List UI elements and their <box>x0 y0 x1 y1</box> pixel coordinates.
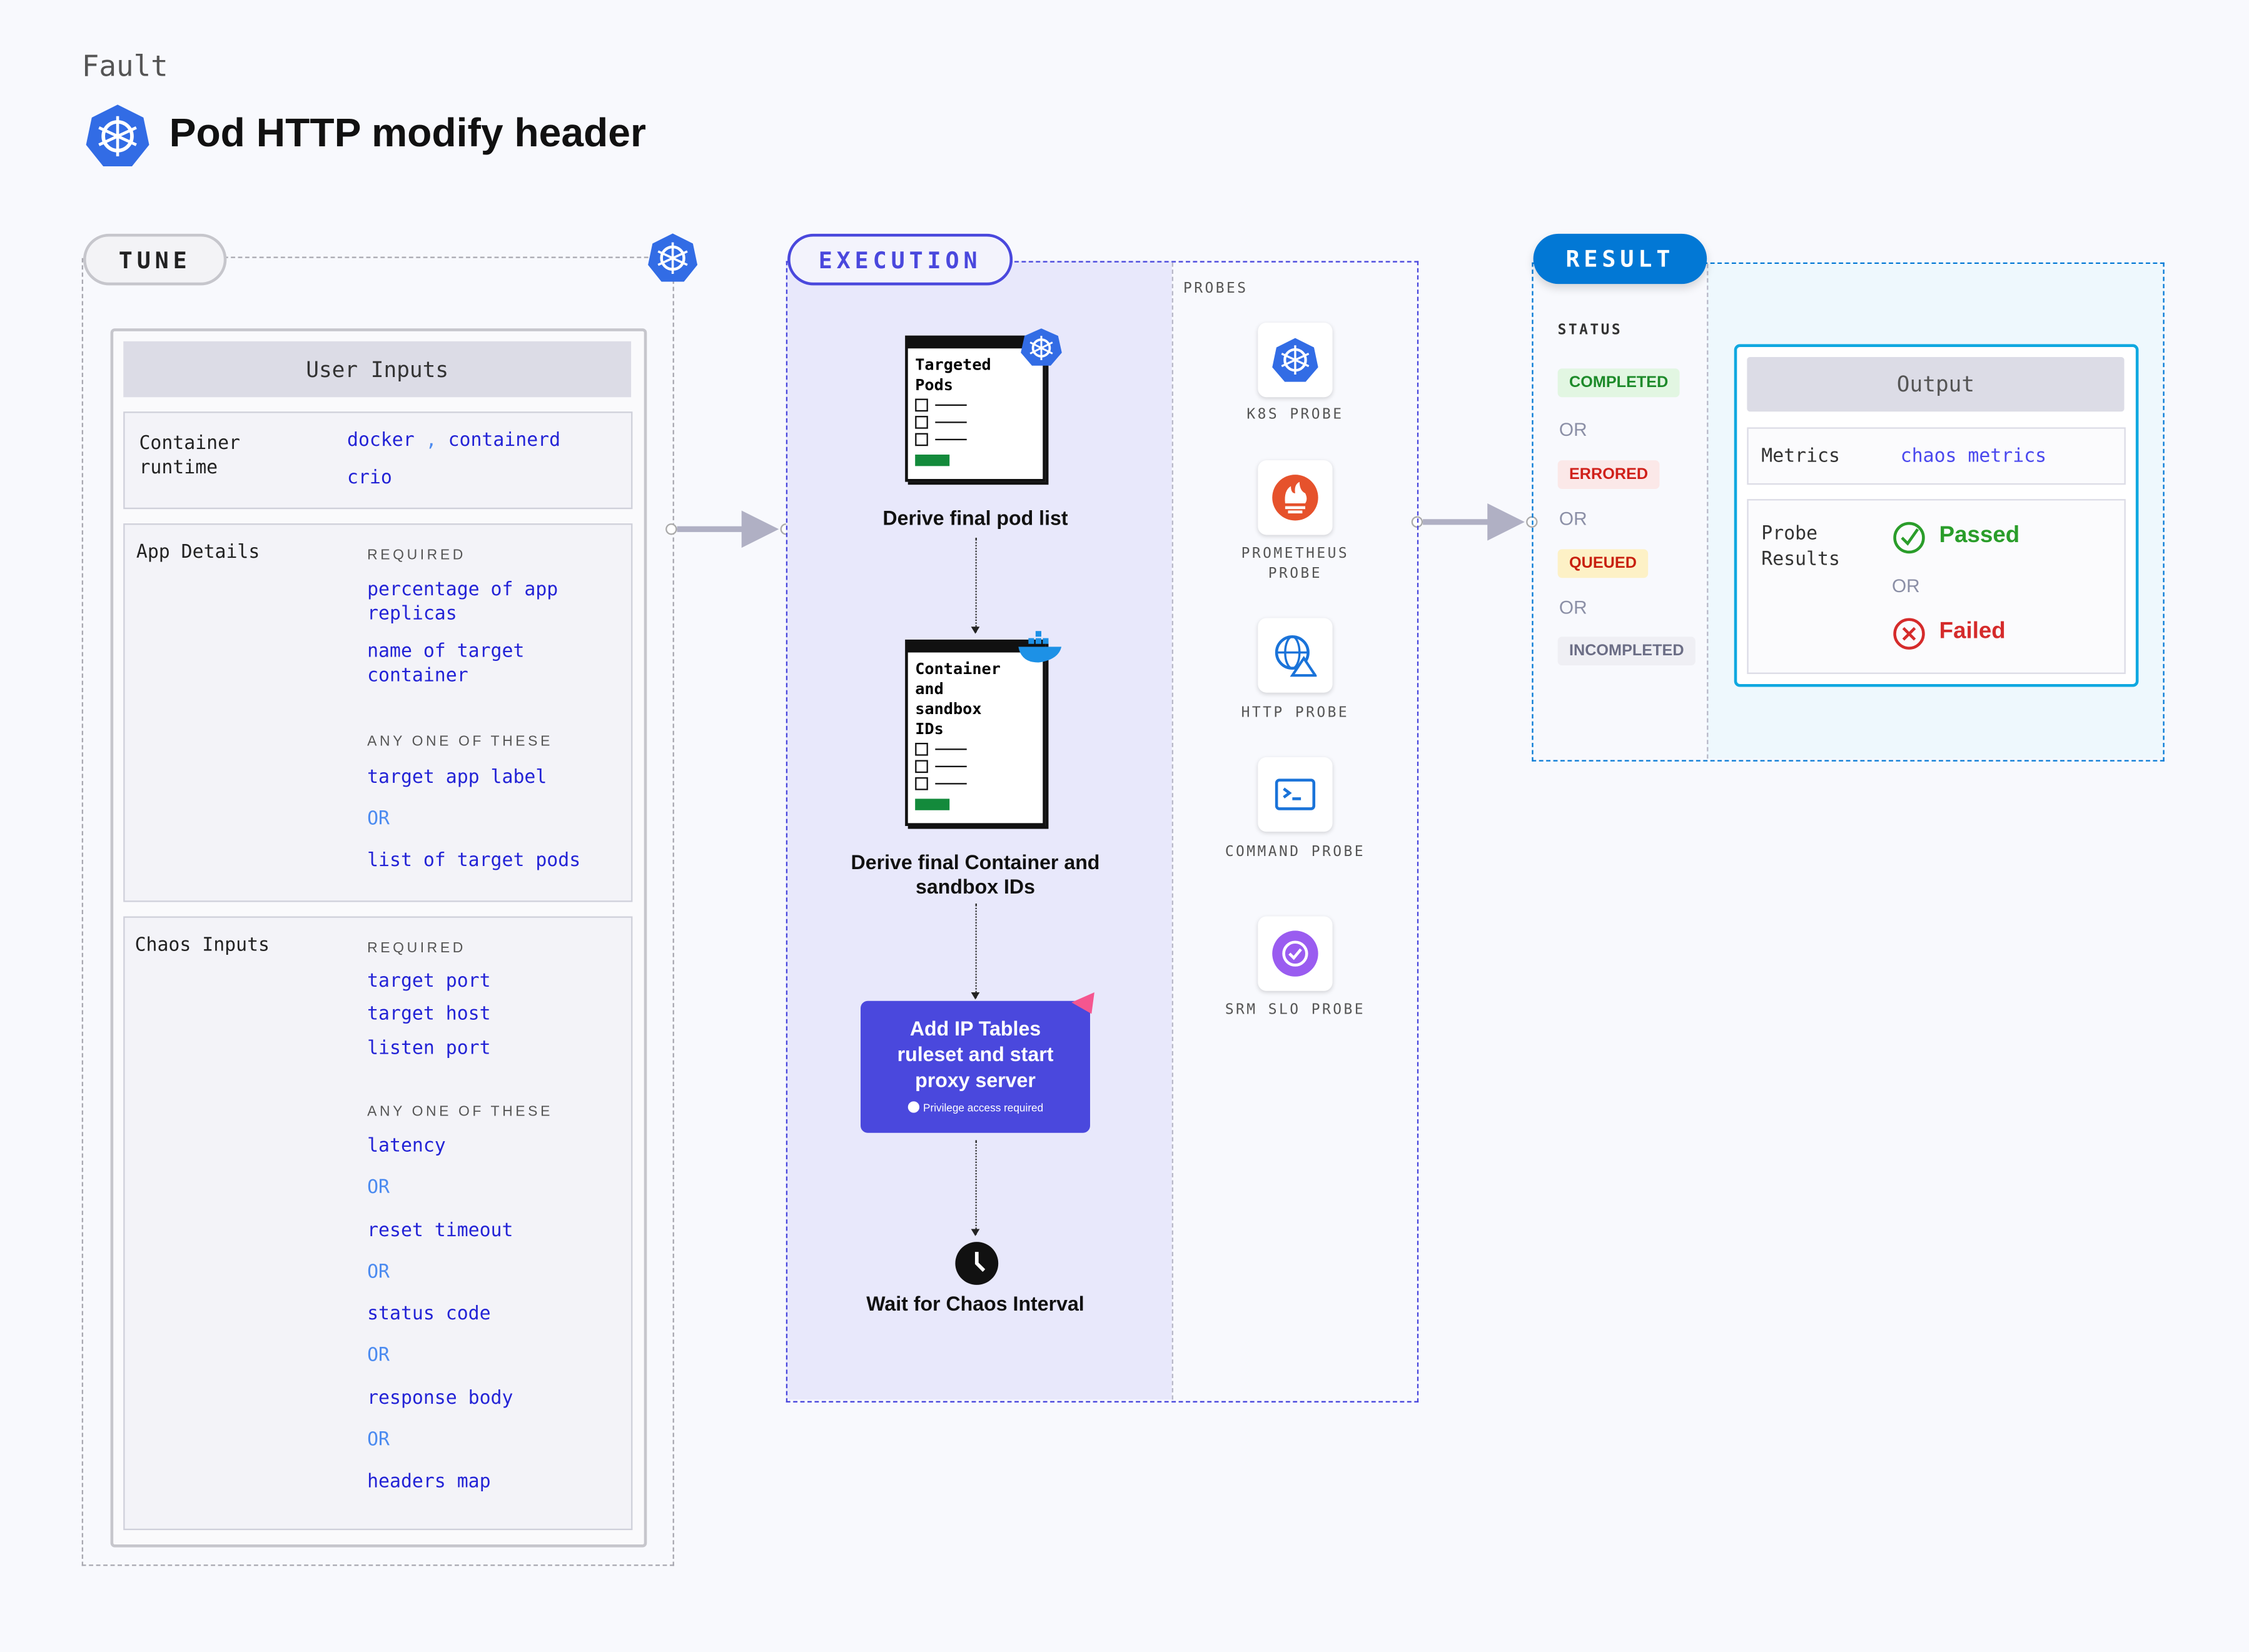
arrow-tune-to-execution <box>665 510 792 548</box>
or-label: OR <box>367 1345 390 1367</box>
step-caption: Derive final pod list <box>882 506 1068 530</box>
privilege-text: Privilege access required <box>923 1101 1044 1114</box>
any-one-label: ANY ONE OF THESE <box>367 734 553 750</box>
lock-icon <box>907 1101 919 1113</box>
kubernetes-icon <box>1021 328 1062 366</box>
globe-warning-icon <box>1275 635 1317 677</box>
http-probe <box>1258 618 1333 693</box>
docker-icon <box>1018 631 1062 663</box>
or-label: OR <box>1891 575 1920 597</box>
user-inputs-title: User Inputs <box>123 341 632 398</box>
probe-label: SRM SLO PROBE <box>1225 1002 1366 1019</box>
iptables-proxy-step: Add IP Tables ruleset and start proxy se… <box>861 1000 1090 1133</box>
step-caption: Derive final Container and sandbox IDs <box>851 850 1100 898</box>
terminal-icon <box>1275 778 1316 810</box>
arrow-execution-to-result <box>1411 503 1538 541</box>
clock-icon <box>955 1242 999 1285</box>
runtime-containerd: containerd <box>448 430 561 452</box>
execution-pill: EXECUTION <box>787 233 1013 286</box>
status-badge-completed: COMPLETED <box>1557 368 1680 398</box>
container-runtime-label: Container runtime <box>139 433 241 479</box>
check-circle-icon <box>1893 521 1925 554</box>
slo-icon <box>1272 930 1318 977</box>
card-title: Container and sandbox IDs <box>915 659 1001 739</box>
chaos-inputs-label: Chaos Inputs <box>134 935 270 957</box>
input-target-host: target host <box>367 1004 491 1025</box>
probes-label: PROBES <box>1183 281 1248 297</box>
input-reset-timeout: reset timeout <box>367 1220 513 1242</box>
input-list-of-target-pods: list of target pods <box>367 850 581 872</box>
probe-label: K8S PROBE <box>1246 407 1344 423</box>
input-latency: latency <box>367 1136 446 1157</box>
step-title: Add IP Tables ruleset and start proxy se… <box>897 1017 1054 1092</box>
or-label: OR <box>1559 597 1587 618</box>
or-label: OR <box>367 1262 390 1284</box>
output-title: Output <box>1747 357 2125 412</box>
failed-label: Failed <box>1939 619 2006 644</box>
srm-slo-probe <box>1258 916 1333 991</box>
or-label: OR <box>1559 507 1587 530</box>
execution-section <box>786 261 1419 1403</box>
probe-label: HTTP PROBE <box>1241 705 1350 722</box>
status-badge-queued: QUEUED <box>1557 549 1649 578</box>
status-label: STATUS <box>1557 323 1623 339</box>
input-percentage-of-app-replicas: percentage of app replicas <box>367 579 558 625</box>
input-response-body: response body <box>367 1388 513 1410</box>
or-label: OR <box>367 808 390 830</box>
input-target-app-label: target app label <box>367 767 547 789</box>
runtime-docker: docker <box>347 430 415 452</box>
required-label: REQUIRED <box>367 940 466 957</box>
privilege-note: Privilege access required <box>861 1101 1090 1114</box>
probe-label: PROMETHEUS PROBE <box>1241 546 1350 583</box>
input-target-port: target port <box>367 970 491 993</box>
card-title: Targeted Pods <box>915 355 991 395</box>
probe-label: COMMAND PROBE <box>1225 844 1366 861</box>
container-ids-card: Container and sandbox IDs <box>905 639 1046 826</box>
app-details-label: App Details <box>136 541 260 564</box>
kubernetes-icon <box>648 233 698 282</box>
container-runtime-row: Container runtime docker , containerd cr… <box>123 411 633 510</box>
separator: , <box>425 430 437 452</box>
passed-label: Passed <box>1939 523 2020 548</box>
status-badge-errored: ERRORED <box>1557 460 1660 490</box>
input-name-of-target-container: name of target container <box>367 641 525 687</box>
required-label: REQUIRED <box>367 548 466 564</box>
chaos-inputs-panel: Chaos Inputs REQUIRED target port target… <box>123 916 633 1531</box>
page-title: Pod HTTP modify header <box>169 110 646 155</box>
metrics-row: Metrics chaos metrics <box>1747 427 2126 485</box>
runtime-crio: crio <box>347 467 392 490</box>
tune-section <box>81 258 674 1566</box>
command-probe <box>1258 757 1333 832</box>
eyebrow: Fault <box>81 48 168 84</box>
tune-pill: TUNE <box>83 233 227 286</box>
input-listen-port: listen port <box>367 1038 491 1060</box>
result-section <box>1532 262 2165 762</box>
kubernetes-icon <box>86 104 149 167</box>
prometheus-icon <box>1272 475 1318 521</box>
result-pill: RESULT <box>1533 233 1707 285</box>
metrics-label: Metrics <box>1761 446 1840 468</box>
step-caption: Wait for Chaos Interval <box>866 1292 1084 1316</box>
targeted-pods-card: Targeted Pods <box>905 335 1046 482</box>
prometheus-probe <box>1258 460 1333 535</box>
probe-results-label: Probe Results <box>1761 523 1840 571</box>
input-headers-map: headers map <box>367 1471 491 1493</box>
input-status-code: status code <box>367 1303 491 1326</box>
k8s-probe <box>1258 323 1333 398</box>
kubernetes-icon <box>1272 338 1318 382</box>
status-badge-incompleted: INCOMPLETED <box>1557 637 1696 666</box>
or-label: OR <box>367 1177 390 1199</box>
probe-results-row: Probe Results Passed OR Failed <box>1747 499 2126 674</box>
chaos-icon <box>1071 992 1094 1014</box>
or-label: OR <box>367 1429 390 1451</box>
or-label: OR <box>1559 418 1587 441</box>
app-details-panel: App Details REQUIRED percentage of app r… <box>123 523 633 902</box>
x-circle-icon <box>1893 618 1925 650</box>
any-one-label: ANY ONE OF THESE <box>367 1104 553 1121</box>
metrics-value: chaos metrics <box>1900 446 2047 468</box>
